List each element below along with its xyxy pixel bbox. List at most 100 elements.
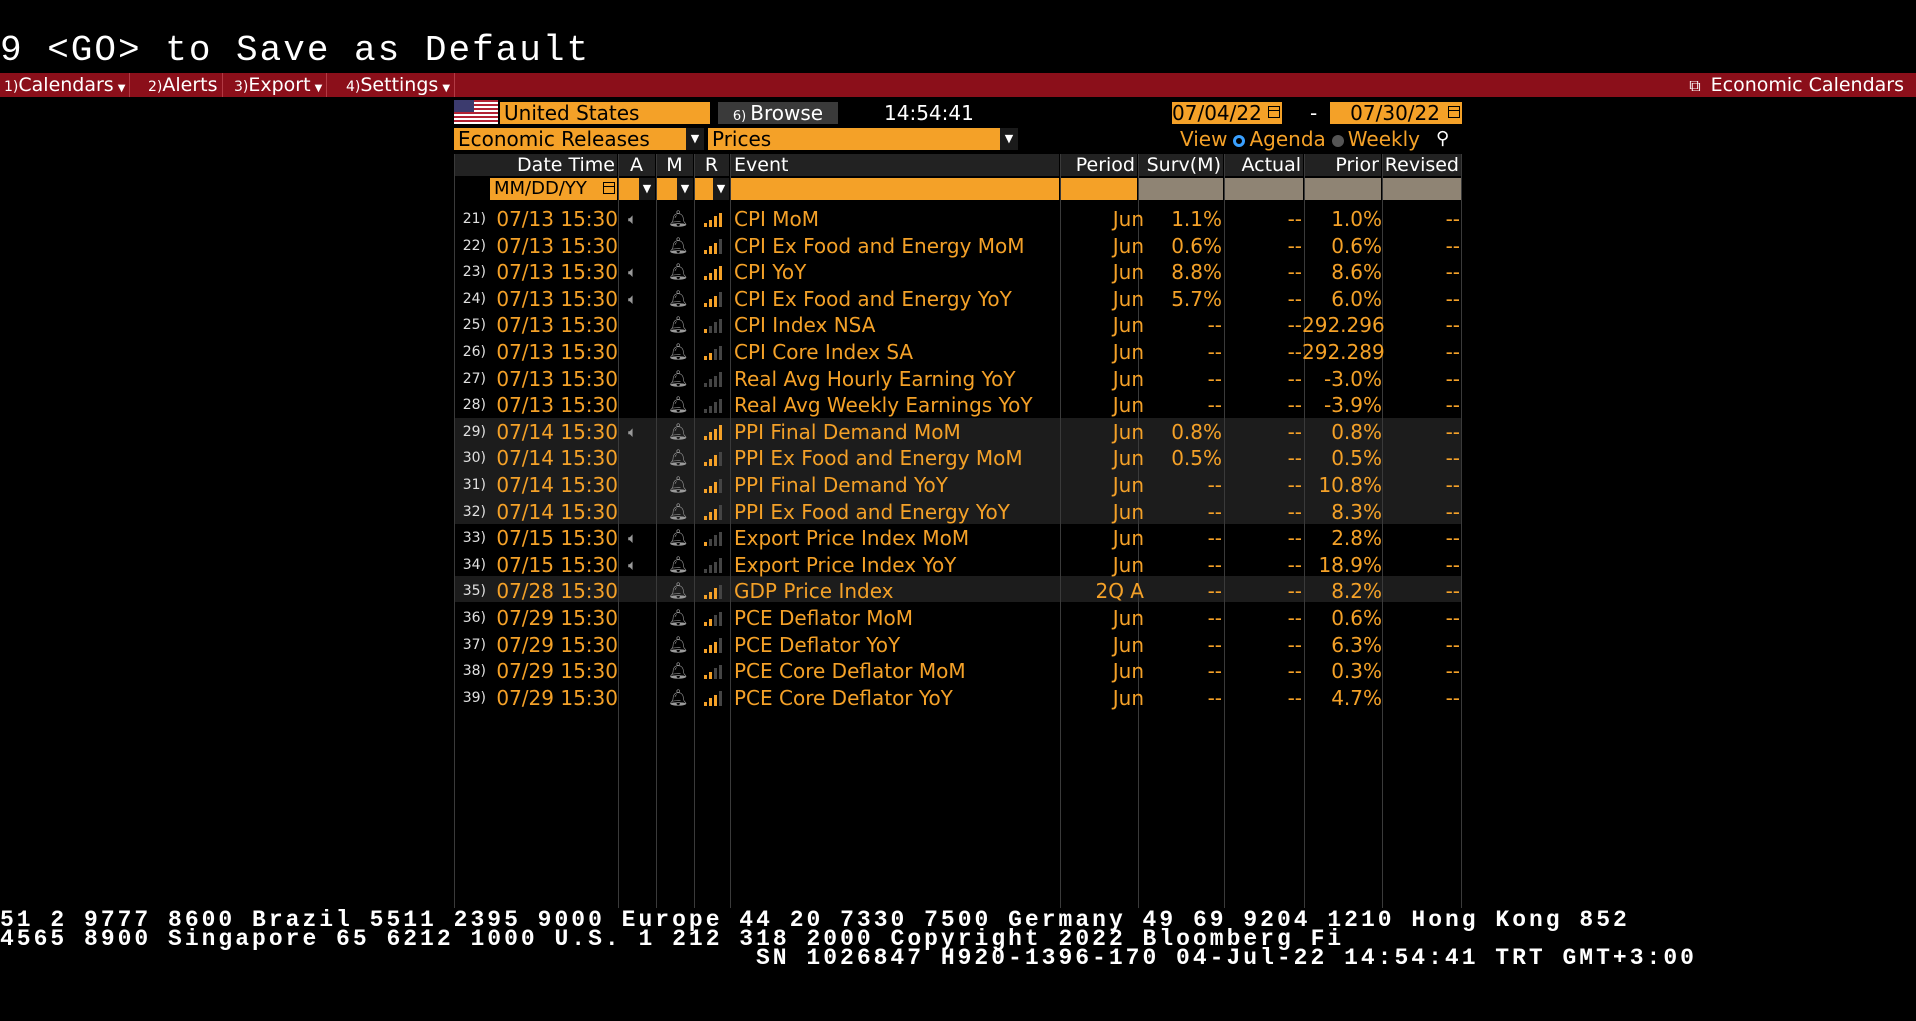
bell-icon[interactable]: 🔔︎ (668, 448, 689, 468)
table-row[interactable]: 24) 07/13 15:30 🔈︎ 🔔︎ CPI Ex Food and Energy… (454, 286, 1462, 312)
bell-icon[interactable]: 🔔︎ (668, 687, 689, 707)
row-index[interactable]: 35) (462, 583, 486, 600)
table-row[interactable]: 39) 07/29 15:30 🔔︎ PCE Core Deflator YoY Jun… (454, 685, 1462, 711)
speaker-icon[interactable]: 🔈︎ (628, 529, 638, 548)
bell-icon[interactable]: 🔔︎ (668, 235, 689, 255)
row-event[interactable]: PCE Core Deflator YoY (734, 685, 953, 710)
col-relevance[interactable]: R (694, 154, 730, 176)
row-index[interactable]: 32) (462, 503, 486, 520)
calendar-icon[interactable] (603, 182, 615, 194)
row-event[interactable]: PPI Ex Food and Energy YoY (734, 499, 1010, 524)
speaker-icon[interactable]: 🔈︎ (628, 210, 638, 228)
col-revised[interactable]: Revised (1382, 154, 1462, 176)
bell-icon[interactable]: 🔔︎ (668, 608, 689, 627)
row-index[interactable]: 30) (462, 450, 486, 467)
table-row[interactable]: 38) 07/29 15:30 🔔︎ PCE Core Deflator MoM Jun… (454, 658, 1462, 684)
calendar-icon[interactable] (1448, 106, 1460, 118)
row-index[interactable]: 37) (462, 636, 486, 653)
table-row[interactable]: 21) 07/13 15:30 🔈︎ 🔔︎ CPI MoM Jun 1.1% -- 1.0% -- (454, 206, 1462, 232)
row-event[interactable]: CPI Ex Food and Energy YoY (734, 286, 1012, 311)
agenda-radio[interactable] (1233, 134, 1246, 147)
table-row[interactable]: 28) 07/13 15:30 🔔︎ Real Avg Weekly Earnings… (454, 392, 1462, 418)
table-row[interactable]: 30) 07/14 15:30 🔔︎ PPI Ex Food and Energy M… (454, 445, 1462, 471)
speaker-icon[interactable]: 🔈︎ (628, 289, 638, 308)
bell-icon[interactable]: 🔔︎ (668, 262, 689, 282)
menu-calendars[interactable]: 1)Calendars ▼ (0, 73, 131, 97)
row-index[interactable]: 22) (462, 237, 486, 254)
bell-icon[interactable]: 🔔︎ (668, 554, 689, 574)
row-event[interactable]: PCE Deflator YoY (734, 632, 901, 657)
speaker-icon[interactable]: 🔈︎ (628, 422, 638, 441)
row-index[interactable]: 24) (462, 290, 486, 307)
audio-filter[interactable]: ▼ (618, 178, 656, 200)
row-event[interactable]: PCE Core Deflator MoM (734, 659, 966, 684)
col-audio[interactable]: A (618, 154, 656, 176)
start-date-field[interactable]: 07/04/22 (1172, 102, 1282, 124)
table-row[interactable]: 31) 07/14 15:30 🔔︎ PPI Final Demand YoY Jun -… (454, 472, 1462, 498)
alert-filter[interactable]: ▼ (656, 178, 694, 200)
table-row[interactable]: 36) 07/29 15:30 🔔︎ PCE Deflator MoM Jun -- -- 0… (454, 605, 1462, 631)
row-index[interactable]: 31) (462, 477, 486, 493)
person-search-icon[interactable]: ⚲ (1436, 128, 1450, 149)
bell-icon[interactable]: 🔔︎ (668, 342, 689, 361)
weekly-radio[interactable] (1331, 134, 1344, 147)
end-date-field[interactable]: 07/30/22 (1330, 102, 1462, 124)
bell-icon[interactable]: 🔔︎ (668, 475, 689, 494)
weekly-label[interactable]: Weekly (1347, 127, 1420, 151)
row-event[interactable]: CPI YoY (734, 260, 807, 285)
economic-calendars-link[interactable]: ⧉ Economic Calendars (1689, 73, 1904, 97)
speaker-icon[interactable]: 🔈︎ (628, 555, 638, 574)
table-row[interactable]: 35) 07/28 15:30 🔔︎ GDP Price Index 2Q A -- -- 8… (454, 578, 1462, 604)
row-index[interactable]: 39) (462, 689, 486, 706)
menu-alerts[interactable]: 2)Alerts (144, 73, 223, 97)
table-row[interactable]: 27) 07/13 15:30 🔔︎ Real Avg Hourly Earning … (454, 366, 1462, 392)
row-index[interactable]: 25) (462, 317, 486, 334)
col-period[interactable]: Period (1060, 154, 1138, 176)
row-index[interactable]: 29) (462, 423, 486, 440)
row-event[interactable]: PPI Final Demand MoM (734, 419, 961, 444)
table-row[interactable]: 26) 07/13 15:30 🔔︎ CPI Core Index SA Jun -- --… (454, 339, 1462, 365)
table-row[interactable]: 22) 07/13 15:30 🔔︎ CPI Ex Food and Energy M… (454, 233, 1462, 259)
row-index[interactable]: 23) (462, 264, 486, 281)
row-event[interactable]: Export Price Index YoY (734, 552, 957, 577)
row-index[interactable]: 21) (462, 211, 486, 227)
table-row[interactable]: 32) 07/14 15:30 🔔︎ PPI Ex Food and Energy Y… (454, 499, 1462, 525)
row-event[interactable]: PCE Deflator MoM (734, 606, 913, 630)
agenda-label[interactable]: Agenda (1249, 127, 1326, 151)
bell-icon[interactable]: 🔔︎ (668, 368, 689, 388)
period-filter-input[interactable] (1060, 178, 1138, 200)
bell-icon[interactable]: 🔔︎ (668, 209, 689, 228)
date-filter-input[interactable]: MM/DD/YY (490, 178, 618, 200)
row-event[interactable]: GDP Price Index (734, 579, 894, 604)
row-index[interactable]: 28) (462, 397, 486, 414)
col-prior[interactable]: Prior (1304, 154, 1382, 176)
col-actual[interactable]: Actual (1224, 154, 1304, 176)
row-index[interactable]: 26) (462, 344, 486, 360)
calendar-icon[interactable] (1268, 106, 1280, 118)
bell-icon[interactable]: 🔔︎ (668, 501, 689, 521)
bell-icon[interactable]: 🔔︎ (668, 395, 689, 415)
country-field[interactable]: United States (500, 102, 710, 124)
row-event[interactable]: PPI Ex Food and Energy MoM (734, 446, 1023, 471)
row-index[interactable]: 33) (462, 530, 486, 547)
table-row[interactable]: 25) 07/13 15:30 🔔︎ CPI Index NSA Jun -- -- 292.… (454, 312, 1462, 338)
bell-icon[interactable]: 🔔︎ (668, 528, 689, 548)
row-index[interactable]: 27) (462, 370, 486, 387)
row-event[interactable]: CPI Ex Food and Energy MoM (734, 233, 1025, 258)
table-row[interactable]: 37) 07/29 15:30 🔔︎ PCE Deflator YoY Jun -- -- 6… (454, 632, 1462, 658)
col-survey[interactable]: Surv(M) (1138, 154, 1224, 176)
table-row[interactable]: 29) 07/14 15:30 🔈︎ 🔔︎ PPI Final Demand MoM Ju… (454, 419, 1462, 445)
col-datetime[interactable]: Date Time (454, 154, 618, 176)
row-event[interactable]: Real Avg Weekly Earnings YoY (734, 393, 1033, 418)
row-event[interactable]: Export Price Index MoM (734, 526, 970, 551)
row-index[interactable]: 38) (462, 663, 486, 680)
bell-icon[interactable]: 🔔︎ (668, 315, 689, 335)
col-alert[interactable]: M (656, 154, 694, 176)
subcategory-select[interactable]: Prices ▼ (708, 128, 1018, 150)
table-row[interactable]: 34) 07/15 15:30 🔈︎ 🔔︎ Export Price Index YoY… (454, 552, 1462, 578)
row-event[interactable]: CPI Core Index SA (734, 340, 914, 364)
bell-icon[interactable]: 🔔︎ (668, 288, 689, 308)
row-index[interactable]: 36) (462, 610, 486, 626)
row-event[interactable]: CPI Index NSA (734, 313, 876, 338)
table-row[interactable]: 23) 07/13 15:30 🔈︎ 🔔︎ CPI YoY Jun 8.8% -- 8.6% -- (454, 259, 1462, 285)
